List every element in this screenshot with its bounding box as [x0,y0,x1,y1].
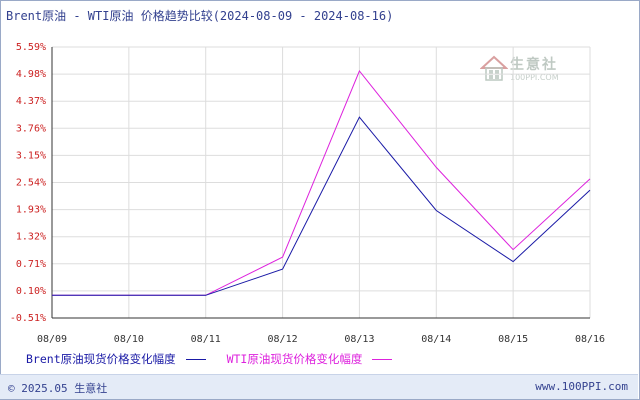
legend-swatch-brent [185,358,206,360]
y-tick-label: 1.93% [16,205,46,216]
x-tick-label: 08/12 [268,334,298,345]
legend-label-brent: Brent原油现货价格变化幅度 [26,352,176,366]
legend-label-wti: WTI原油现货价格变化幅度 [226,352,363,366]
line-chart: 5.59% 4.98% 4.37% 3.76% 3.15% 2.54% 1.93% 1.32%… [10,42,605,345]
y-tick-label: 2.54% [16,178,46,189]
series-lines [52,70,591,296]
y-tick-label: 3.15% [16,150,46,161]
legend-swatch-wti [372,358,393,360]
x-tick-label: 08/15 [498,334,528,345]
legend: Brent原油现货价格变化幅度 WTI原油现货价格变化幅度 [26,351,406,367]
copyright-text: © 2025.05 生意社 [8,382,108,395]
y-tick-label: 4.37% [16,96,46,107]
x-tick-label: 08/09 [37,334,67,345]
y-tick-label: 1.32% [16,232,46,243]
x-tick-label: 08/14 [421,334,451,345]
watermark-text: 生意社 [510,57,558,73]
grid [51,46,591,319]
y-tick-label: -0.51% [10,313,46,324]
y-tick-label: 0.71% [16,259,46,270]
y-tick-label: 3.76% [16,123,46,134]
x-tick-label: 08/13 [344,334,374,345]
x-tick-label: 08/10 [114,334,144,345]
chart-title: Brent原油 - WTI原油 价格趋势比较(2024-08-09 - 2024… [6,9,394,23]
x-tick-label: 08/16 [575,334,605,345]
watermark-subtext: 100PPI.COM [510,73,559,82]
x-tick-label: 08/11 [191,334,221,345]
y-tick-label: 4.98% [16,69,46,80]
axes [51,47,590,319]
series-line-1 [52,70,591,296]
legend-item-brent: Brent原油现货价格变化幅度 [26,351,206,367]
house-icon [479,55,509,81]
site-link[interactable]: www.100PPI.com [535,380,628,393]
y-tick-label: 0.10% [16,286,46,297]
watermark-logo: 生意社 100PPI.COM [479,54,580,88]
y-tick-label: 5.59% [16,42,46,53]
series-line-0 [52,116,591,296]
footer-bar: © 2025.05 生意社 www.100PPI.com [0,374,638,399]
legend-item-wti: WTI原油现货价格变化幅度 [227,351,393,367]
y-tick-labels: 5.59% 4.98% 4.37% 3.76% 3.15% 2.54% 1.93% 1.32%… [10,42,46,324]
x-tick-labels: 08/09 08/10 08/11 08/12 08/13 08/14 08/15 08/16 [37,334,605,345]
